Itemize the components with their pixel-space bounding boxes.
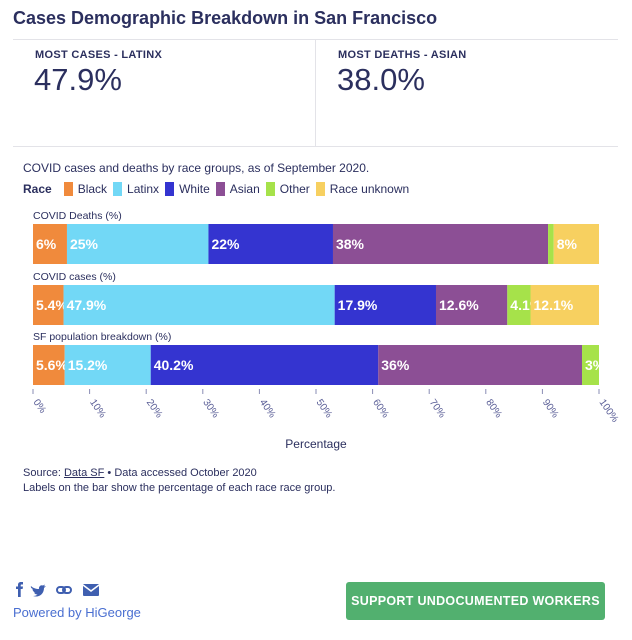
x-tick-label: 30% xyxy=(200,397,221,420)
powered-by[interactable]: Powered by HiGeorge xyxy=(13,605,141,620)
legend-swatch xyxy=(265,182,275,196)
value-label: 5.4% xyxy=(36,297,68,313)
x-tick-label: 80% xyxy=(483,397,504,420)
bar-segment xyxy=(33,285,64,325)
legend-item[interactable]: Black xyxy=(63,182,108,196)
x-tick-label: 40% xyxy=(257,397,278,420)
legend-label: Black xyxy=(77,182,108,196)
bar-segment xyxy=(332,224,549,264)
value-label: 38% xyxy=(336,236,365,252)
stat-value: 47.9% xyxy=(34,62,122,97)
bar-segment xyxy=(66,224,209,264)
legend-swatch xyxy=(63,182,73,196)
legend-swatch xyxy=(113,182,123,196)
row-label: COVID Deaths (%) xyxy=(33,210,122,222)
legend-label: Race unknown xyxy=(329,182,410,196)
bar-segment xyxy=(530,285,599,325)
subtitle: COVID cases and deaths by race groups, a… xyxy=(23,161,370,175)
legend-title: Race xyxy=(23,182,52,196)
source-link[interactable]: Data SF xyxy=(63,467,105,479)
value-label: 12.6% xyxy=(439,297,479,313)
title: Cases Demographic Breakdown in San Franc… xyxy=(13,8,438,28)
value-label: 5.6% xyxy=(36,357,68,373)
legend-item[interactable]: Race unknown xyxy=(315,182,410,196)
value-label: 15.2% xyxy=(68,357,108,373)
divider xyxy=(315,40,316,146)
value-label: 3% xyxy=(585,357,606,373)
x-tick-label: 70% xyxy=(427,397,448,420)
bar-segment xyxy=(553,224,599,264)
note: Labels on the bar show the percentage of… xyxy=(23,482,336,494)
bar-segment xyxy=(435,285,508,325)
source-text: • Data accessed October 2020 xyxy=(107,467,257,479)
value-label: 17.9% xyxy=(338,297,378,313)
legend-label: Latinx xyxy=(127,182,160,196)
legend-item[interactable]: Other xyxy=(265,182,310,196)
link-icon[interactable] xyxy=(56,586,72,594)
bar-segment xyxy=(548,224,554,264)
bar-segment xyxy=(334,285,436,325)
value-label: 47.9% xyxy=(67,297,107,313)
value-label: 6% xyxy=(36,236,57,252)
legend-item[interactable]: Latinx xyxy=(113,182,159,196)
chart: COVID Deaths (%) 6% 25% 22% 38% 8% COVID cases… xyxy=(31,210,621,451)
value-label: 8% xyxy=(557,236,578,252)
x-tick-label: 90% xyxy=(540,397,561,420)
legend-swatch xyxy=(215,182,225,196)
bar-segment xyxy=(64,345,151,385)
x-tick-label: 100% xyxy=(597,397,621,424)
x-tick-label: 50% xyxy=(314,397,335,420)
twitter-icon[interactable] xyxy=(30,584,46,597)
value-label: 36% xyxy=(381,357,410,373)
bar-segment xyxy=(507,285,531,325)
bar-segment xyxy=(33,345,65,385)
x-tick-label: 60% xyxy=(370,397,391,420)
x-axis-label: Percentage xyxy=(285,437,347,451)
bar-segment xyxy=(378,345,583,385)
stat-label: MOST CASES - LATINX xyxy=(35,49,163,61)
share-icons xyxy=(16,582,100,597)
source-prefix: Source: xyxy=(23,467,61,479)
legend-item[interactable]: Asian xyxy=(215,182,260,196)
legend-label: Asian xyxy=(229,182,260,196)
legend-swatch xyxy=(315,182,325,196)
legend-item[interactable]: White xyxy=(165,182,210,196)
legend: Race Black Latinx White Asian Other Race unkn… xyxy=(23,182,415,196)
x-tick-label: 20% xyxy=(144,397,165,420)
mail-icon[interactable] xyxy=(82,584,100,596)
bar-segment xyxy=(33,224,67,264)
stat-label: MOST DEATHS - ASIAN xyxy=(338,49,467,61)
value-label: 12.1% xyxy=(534,297,574,313)
facebook-icon[interactable] xyxy=(16,582,23,597)
stat-value: 38.0% xyxy=(337,62,425,97)
bar-segment xyxy=(582,345,599,385)
value-label: 22% xyxy=(211,236,240,252)
value-label: 4.1% xyxy=(510,297,542,313)
value-label: 25% xyxy=(70,236,99,252)
legend-swatch xyxy=(165,182,175,196)
legend-label: Other xyxy=(279,182,310,196)
bar-segment xyxy=(208,224,333,264)
x-tick-label: 10% xyxy=(87,397,108,420)
support-button[interactable]: SUPPORT UNDOCUMENTED WORKERS xyxy=(346,582,605,620)
bar-segment xyxy=(63,285,335,325)
stats-panel: MOST CASES - LATINX 47.9% MOST DEATHS - … xyxy=(13,39,618,147)
row-label: SF population breakdown (%) xyxy=(33,331,171,343)
value-label: 40.2% xyxy=(154,357,194,373)
source: Source: Data SF • Data accessed October … xyxy=(23,467,257,479)
row-label: COVID cases (%) xyxy=(33,271,116,283)
legend-label: White xyxy=(179,182,210,196)
bar-segment xyxy=(150,345,379,385)
x-tick-label: 0% xyxy=(31,397,48,415)
